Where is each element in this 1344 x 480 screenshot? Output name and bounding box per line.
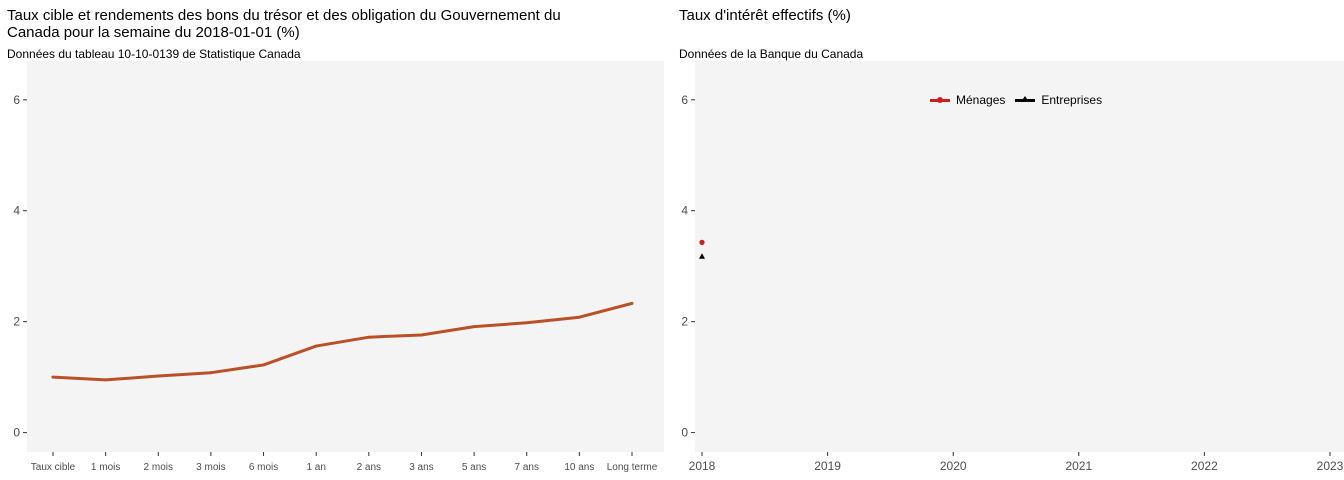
- left-x-tick-label: 3 mois: [196, 462, 225, 473]
- right-y-tick-label: 2: [681, 315, 688, 329]
- legend-key-entreprises: [1015, 94, 1036, 106]
- right-chart-panel: Taux d'intérêt effectifs (%) Données de …: [672, 0, 1344, 480]
- right-data-point-menages: [699, 239, 705, 245]
- left-chart-subtitle: Données du tableau 10-10-0139 de Statist…: [7, 47, 301, 61]
- left-x-tick-label: 2 mois: [144, 462, 173, 473]
- left-x-tick-label: 6 mois: [249, 462, 278, 473]
- left-data-point: [630, 301, 634, 305]
- legend-item-entreprises: Entreprises: [1015, 93, 1102, 107]
- left-data-point: [51, 375, 55, 379]
- left-chart-title: Taux cible et rendements des bons du tré…: [7, 7, 561, 41]
- right-y-tick-label: 6: [681, 93, 688, 107]
- right-x-tick-label: 2018: [689, 459, 716, 473]
- left-y-tick-label: 6: [13, 93, 20, 107]
- left-series-line: [51, 301, 634, 382]
- left-plot-background: [27, 61, 664, 452]
- left-x-tick-label: 1 mois: [91, 462, 120, 473]
- left-x-tick-label: 5 ans: [462, 462, 486, 473]
- right-chart-svg: 0 2 4 6 2018 2019 2020 2021 2022 2023: [681, 61, 1344, 473]
- left-x-tick-label: 7 ans: [514, 462, 538, 473]
- right-x-tick-label: 2020: [940, 459, 967, 473]
- legend-label-menages: Ménages: [956, 93, 1006, 107]
- left-data-point: [367, 335, 371, 339]
- left-chart-svg: 0 2 4 6 Taux cible 1 mois 2 mois 3 mois 6 mois 1 …: [13, 61, 664, 473]
- left-y-tick-label: 0: [13, 426, 20, 440]
- left-data-point: [209, 371, 213, 375]
- right-x-tick-label: 2023: [1317, 459, 1344, 473]
- right-data-point-entreprises: [699, 253, 705, 259]
- left-x-tick-label: Long terme: [607, 462, 658, 473]
- left-chart-panel: Taux cible et rendements des bons du tré…: [7, 7, 664, 473]
- left-x-tick-label: 3 ans: [409, 462, 433, 473]
- left-data-point: [472, 325, 476, 329]
- right-plot-background: [695, 61, 1344, 452]
- left-x-tick-label: Taux cible: [31, 462, 76, 473]
- right-y-tick-label: 4: [681, 204, 688, 218]
- left-data-point: [104, 378, 108, 382]
- left-x-tick-label: 10 ans: [564, 462, 594, 473]
- left-x-tick-label: 1 an: [306, 462, 325, 473]
- legend-item-menages: Ménages: [930, 93, 1005, 107]
- left-data-point: [314, 344, 318, 348]
- left-data-point: [156, 374, 160, 378]
- left-data-point: [577, 315, 581, 319]
- right-x-tick-label: 2021: [1065, 459, 1092, 473]
- right-y-tick-label: 0: [681, 426, 688, 440]
- right-x-tick-label: 2019: [814, 459, 841, 473]
- right-chart-title: Taux d'intérêt effectifs (%): [679, 7, 851, 24]
- legend-label-entreprises: Entreprises: [1041, 93, 1103, 107]
- left-y-tick-label: 2: [13, 315, 20, 329]
- right-x-tick-label: 2022: [1191, 459, 1218, 473]
- legend-key-menages: [930, 94, 950, 106]
- left-data-point: [420, 333, 423, 337]
- left-data-point: [262, 363, 265, 367]
- left-x-tick-label: 2 ans: [357, 462, 381, 473]
- right-chart-subtitle: Données de la Banque du Canada: [679, 47, 864, 61]
- right-chart-legend: Ménages Entreprises: [930, 93, 1102, 107]
- left-y-tick-label: 4: [13, 204, 20, 218]
- left-data-point: [525, 321, 529, 325]
